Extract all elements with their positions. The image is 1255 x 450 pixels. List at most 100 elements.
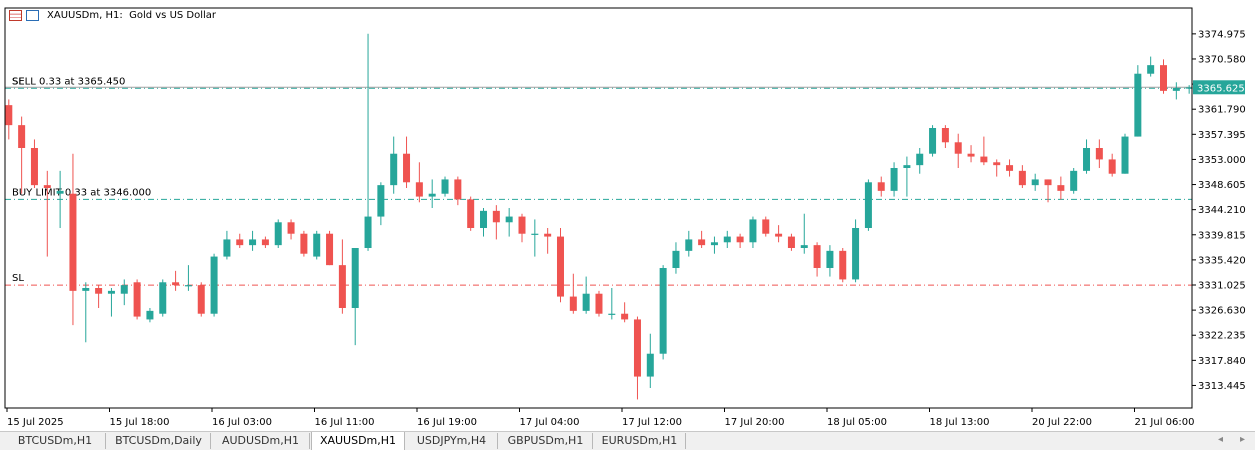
candle[interactable] (492, 205, 500, 240)
tab-xauusdm-h1[interactable]: XAUUSDm,H1 (311, 432, 405, 450)
candle[interactable] (287, 219, 295, 240)
candle[interactable] (762, 216, 770, 237)
edit-icon[interactable] (26, 9, 39, 21)
candle[interactable] (672, 242, 680, 274)
candle[interactable] (467, 196, 475, 231)
candle[interactable] (813, 242, 821, 277)
candle[interactable] (723, 230, 731, 248)
candle[interactable] (531, 219, 539, 257)
candle[interactable] (1031, 173, 1039, 191)
scroll-left-icon[interactable]: ◂ (1218, 434, 1224, 445)
candle[interactable] (120, 279, 128, 306)
candle[interactable] (941, 125, 949, 148)
candle[interactable] (993, 159, 1001, 177)
candle[interactable] (223, 230, 231, 260)
candle[interactable] (454, 176, 462, 206)
candle[interactable] (30, 139, 38, 188)
candle[interactable] (351, 248, 359, 346)
candle[interactable] (261, 236, 269, 248)
candle[interactable] (980, 136, 988, 166)
candle[interactable] (377, 182, 385, 226)
candle[interactable] (56, 170, 64, 228)
candle[interactable] (1147, 56, 1155, 77)
candle[interactable] (43, 170, 51, 257)
candle[interactable] (69, 153, 77, 326)
candle[interactable] (338, 239, 346, 314)
candle[interactable] (800, 213, 808, 254)
candle[interactable] (659, 265, 667, 360)
candle[interactable] (428, 179, 436, 208)
candle[interactable] (1172, 82, 1180, 100)
candle[interactable] (82, 282, 90, 343)
candle[interactable] (197, 282, 205, 317)
candle[interactable] (685, 230, 693, 257)
candle[interactable] (1185, 85, 1193, 94)
candle[interactable] (1057, 176, 1065, 200)
candle[interactable] (5, 99, 13, 140)
candle[interactable] (787, 233, 795, 251)
candle[interactable] (1134, 65, 1142, 137)
candle[interactable] (326, 230, 334, 266)
candle[interactable] (954, 133, 962, 168)
candle[interactable] (172, 270, 180, 291)
candle[interactable] (1018, 165, 1026, 188)
candle[interactable] (1121, 133, 1129, 174)
candle[interactable] (903, 156, 911, 197)
candle[interactable] (967, 145, 975, 163)
candle[interactable] (929, 125, 937, 157)
candle[interactable] (505, 208, 513, 237)
candle[interactable] (300, 230, 308, 257)
candle[interactable] (646, 333, 654, 388)
candle[interactable] (749, 216, 757, 248)
candle[interactable] (364, 33, 372, 251)
candle[interactable] (1083, 139, 1091, 174)
candle[interactable] (210, 253, 218, 317)
scroll-right-icon[interactable]: ▸ (1240, 434, 1246, 445)
candle[interactable] (390, 136, 398, 194)
candle[interactable] (480, 208, 488, 237)
candle[interactable] (839, 248, 847, 283)
candle[interactable] (852, 219, 860, 283)
candle[interactable] (633, 316, 641, 400)
candle[interactable] (877, 176, 885, 197)
candle[interactable] (736, 233, 744, 248)
candle[interactable] (608, 288, 616, 320)
candle[interactable] (1006, 159, 1014, 177)
candle[interactable] (595, 290, 603, 317)
candle[interactable] (698, 230, 706, 248)
tab-eurusdm-h1[interactable]: EURUSDm,H1 (594, 433, 686, 449)
candle[interactable] (184, 265, 192, 291)
candle[interactable] (1070, 168, 1078, 194)
candle[interactable] (544, 228, 552, 254)
candle[interactable] (569, 273, 577, 314)
candle[interactable] (18, 116, 26, 194)
candle[interactable] (159, 279, 167, 317)
candle[interactable] (313, 230, 321, 260)
candle[interactable] (274, 219, 282, 248)
candle[interactable] (916, 148, 924, 174)
tab-gbpusdm-h1[interactable]: GBPUSDm,H1 (499, 433, 593, 449)
candle[interactable] (826, 245, 834, 277)
candle[interactable] (403, 136, 411, 188)
candle[interactable] (415, 162, 423, 203)
candle[interactable] (146, 308, 154, 323)
candle[interactable] (441, 176, 449, 197)
candle[interactable] (133, 279, 141, 320)
candle[interactable] (890, 162, 898, 197)
tab-btcusdm-daily[interactable]: BTCUSDm,Daily (107, 433, 211, 449)
candle[interactable] (864, 179, 872, 231)
candle[interactable] (621, 302, 629, 323)
candle[interactable] (518, 213, 526, 243)
chart-area[interactable]: SELL 0.33 at 3365.450 SL BUY LIMIT 0.33 at… (0, 0, 1255, 432)
candle[interactable] (582, 276, 590, 314)
candle[interactable] (236, 233, 244, 248)
candle[interactable] (1044, 179, 1052, 203)
candle[interactable] (107, 288, 115, 317)
candle[interactable] (710, 236, 718, 254)
chart-grid-icon[interactable] (9, 9, 22, 21)
candle[interactable] (556, 228, 564, 303)
candle[interactable] (95, 285, 103, 308)
tab-usdjpym-h4[interactable]: USDJPYm,H4 (406, 433, 498, 449)
candle[interactable] (1095, 139, 1103, 168)
